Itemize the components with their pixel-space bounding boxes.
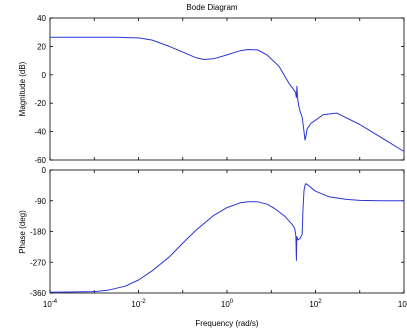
magnitude-curve <box>49 36 405 152</box>
magnitude-y-tick-label: 0 <box>42 71 47 80</box>
magnitude-axis-label: Magnitude (dB) <box>18 61 27 116</box>
x-tick-label: 10-4 <box>43 299 58 309</box>
phase-y-tick-label: 0 <box>42 166 47 175</box>
phase-y-tick-label: -270 <box>30 258 47 267</box>
x-tick-label: 10-2 <box>131 299 146 309</box>
phase-y-tick-label: -360 <box>30 289 47 298</box>
x-tick-label: 104 <box>398 299 407 309</box>
magnitude-y-tick-label: -40 <box>34 128 46 137</box>
chart-title: Bode Diagram <box>186 3 237 12</box>
magnitude-panel: 40 20 0 -20 -40 -60 <box>34 14 405 165</box>
magnitude-y-tick-label: 40 <box>37 14 46 23</box>
phase-plot-area <box>49 169 405 294</box>
magnitude-y-tick-label: -60 <box>34 156 46 165</box>
x-tick-label: 102 <box>309 299 322 309</box>
magnitude-y-tick-label: 20 <box>37 42 46 51</box>
phase-curve <box>49 183 405 293</box>
magnitude-y-tick-label: -20 <box>34 99 46 108</box>
frequency-axis: 10-4 10-2 100 102 104 <box>43 299 407 309</box>
phase-panel: 0 -90 -180 -270 -360 <box>30 166 405 298</box>
phase-axis-label: Phase (deg) <box>18 210 27 254</box>
frequency-axis-label: Frequency (rad/s) <box>195 319 258 328</box>
phase-y-tick-label: -90 <box>34 197 46 206</box>
magnitude-plot-area <box>49 17 405 161</box>
phase-y-tick-label: -180 <box>30 228 47 237</box>
x-tick-label: 100 <box>221 299 234 309</box>
